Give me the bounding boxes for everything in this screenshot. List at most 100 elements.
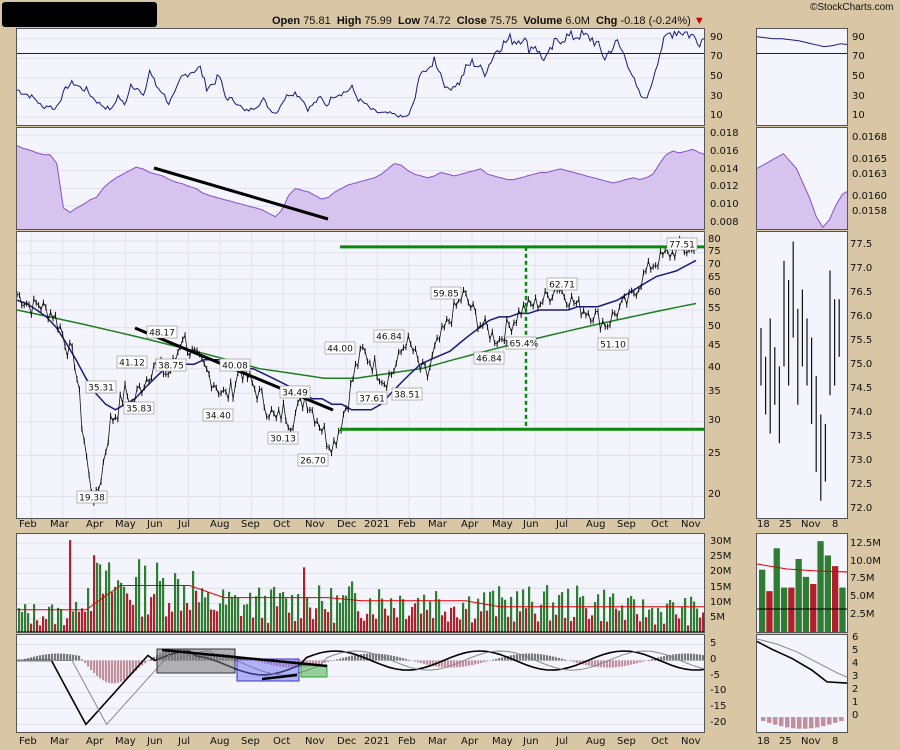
macd-histogram-bar (351, 655, 354, 661)
price-annotation-text: 34.40 (205, 412, 231, 422)
macd-histogram-bar (444, 660, 447, 668)
volume-bar (276, 606, 279, 632)
volume-bar (198, 602, 201, 632)
macd-inset-histogram-bar (791, 717, 796, 729)
price-inset-tick: 75.5 (850, 335, 873, 347)
macd-histogram-bar (519, 653, 522, 661)
macd-histogram-bar (87, 660, 90, 667)
x-axis-bottom-label: May (115, 736, 136, 747)
volume-bar (498, 586, 501, 632)
macd-histogram-bar (60, 653, 63, 661)
volume-bar (618, 610, 621, 632)
macd-histogram-bar (312, 660, 315, 666)
macd-histogram-bar (111, 660, 114, 684)
macd-histogram-bar (405, 659, 408, 661)
volume-bar (510, 596, 513, 632)
volume-bar (42, 616, 45, 632)
macd-histogram-bar (108, 660, 111, 683)
macd-histogram-bar (432, 660, 435, 666)
volume-bar (690, 596, 693, 632)
macd-histogram-bar (345, 657, 348, 661)
price-annotation: 48.17 (146, 325, 178, 339)
macd-inset-tick: 4 (852, 657, 859, 669)
volume-bar (594, 602, 597, 632)
macd-histogram-bar (627, 660, 630, 666)
x-axis-top-label: Feb (19, 519, 37, 530)
volume-bar (564, 617, 567, 632)
volume-bar (471, 622, 474, 632)
volume-bar (153, 594, 156, 632)
rsi-inset-line (757, 36, 847, 48)
x-axis-bottom-label: Jul (178, 736, 191, 747)
macd-inset-histogram-bar (821, 717, 826, 727)
macd-histogram-bar (468, 660, 471, 666)
price-annotation-box (116, 355, 148, 369)
volume-inset-bar (795, 559, 802, 632)
volume-bar (405, 619, 408, 632)
ratio-area (17, 145, 704, 229)
macd-histogram-bar (336, 659, 339, 661)
volume-bar (81, 608, 84, 632)
macd-histogram-bar (702, 655, 704, 661)
macd-histogram-bar (33, 656, 36, 661)
price-annotation-text: 44.00 (327, 345, 353, 355)
macd-inset-histogram-bar (809, 717, 814, 729)
price-tick: 55 (708, 303, 721, 315)
volume-bar (678, 618, 681, 632)
volume-bar (591, 615, 594, 632)
volume-bar (339, 602, 342, 632)
volume-bar (165, 616, 168, 632)
volume-bar (45, 619, 48, 632)
volume-bar (150, 597, 153, 632)
x-axis-top-label: Aug (586, 519, 606, 530)
volume-bar (309, 607, 312, 632)
macd-histogram-bar (48, 653, 51, 661)
volume-bar (222, 589, 225, 632)
macd-histogram-bar (504, 656, 507, 661)
price-tick: 25 (708, 448, 721, 460)
macd-histogram-bar (498, 658, 501, 661)
volume-bar (357, 611, 360, 632)
price-annotation-text: 34.49 (282, 389, 308, 399)
volume-bar (699, 617, 702, 632)
volume-bar (348, 586, 351, 632)
x-axis-top-label: Sep (617, 519, 636, 530)
ratio-trendline (153, 166, 329, 221)
x-axis-bottom-label: Apr (86, 736, 104, 747)
volume-bar (117, 580, 120, 632)
volume-bar (465, 608, 468, 632)
volume-bar (459, 619, 462, 632)
volume-bar (114, 586, 117, 632)
volume-bar (267, 622, 270, 632)
volume-bar (183, 586, 186, 632)
volume-bar (624, 619, 627, 632)
volume-bar (408, 615, 411, 632)
volume-bar (189, 609, 192, 632)
volume-bar (99, 564, 102, 632)
macd-histogram-bar (129, 660, 132, 677)
macd-histogram-bar (423, 660, 426, 664)
volume-bar (255, 596, 258, 632)
macd-histogram-bar (699, 654, 702, 661)
macd-histogram-bar (99, 660, 102, 679)
price-inset-tick: 73.0 (850, 455, 873, 467)
macd-trendline-bottom (261, 673, 298, 681)
x-axis-inset-top-label: 25 (779, 519, 792, 530)
price-inset-tick: 76.5 (850, 287, 873, 299)
volume-bar (195, 590, 198, 632)
volume-bar (693, 601, 696, 632)
price-inset-tick: 74.5 (850, 383, 873, 395)
macd-inset-tick: 6 (852, 631, 859, 643)
volume-bar (201, 588, 204, 632)
price-annotation-box (297, 453, 329, 467)
volume-bar (147, 614, 150, 632)
volume-inset-tick: 7.5M (850, 573, 875, 585)
x-axis-inset-top-label: Nov (801, 519, 821, 530)
x-axis-bottom-label: Sep (241, 736, 260, 747)
volume-inset-bar (810, 584, 817, 632)
macd-inset-tick: 5 (852, 644, 859, 656)
volume-bar (111, 592, 114, 632)
x-axis-top-label: 2021 (364, 519, 390, 530)
x-axis-top-label: Sep (241, 519, 260, 530)
macd-histogram-bar (426, 660, 429, 665)
